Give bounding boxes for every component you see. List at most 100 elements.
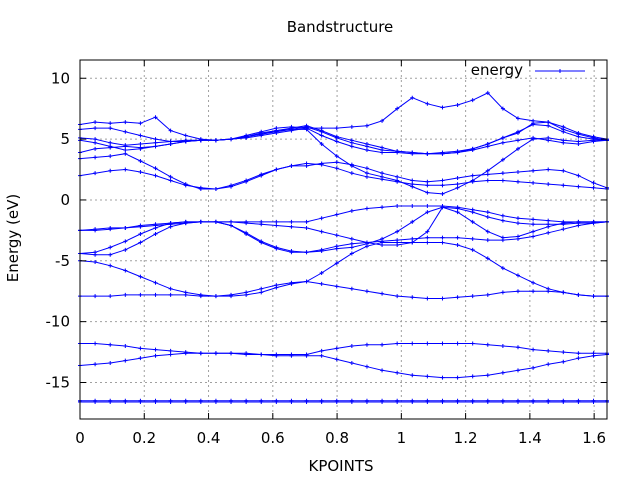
band-point	[153, 137, 158, 142]
band-point	[153, 115, 158, 120]
band-point	[108, 140, 113, 145]
band-point	[108, 154, 113, 159]
band-point	[576, 173, 581, 178]
band-point	[289, 124, 294, 129]
band-point	[349, 124, 354, 129]
band-point	[304, 126, 309, 131]
band-point	[470, 98, 475, 103]
x-tick-label: 1.4	[518, 429, 542, 447]
band-point	[440, 235, 445, 240]
band-point	[440, 191, 445, 196]
band-point	[576, 351, 581, 356]
band-point	[123, 167, 128, 172]
band-point	[334, 154, 339, 159]
band-point	[153, 140, 158, 145]
band-point	[455, 375, 460, 380]
x-tick-label: 0.6	[261, 429, 285, 447]
band-point	[123, 148, 128, 153]
band-point	[425, 374, 430, 379]
band-point	[470, 247, 475, 252]
band-point	[561, 398, 566, 403]
band-point	[364, 206, 369, 211]
band-point	[500, 343, 505, 348]
band-point	[108, 252, 113, 257]
band-line	[79, 206, 608, 246]
band-point	[485, 292, 490, 297]
band-point	[319, 161, 324, 166]
band-point	[410, 204, 415, 209]
band-point	[485, 90, 490, 95]
band-point	[455, 235, 460, 240]
band-point	[304, 219, 309, 224]
band-point	[93, 252, 98, 257]
band-point	[591, 398, 596, 403]
band-point	[395, 238, 400, 243]
band-point	[108, 168, 113, 173]
band-point	[425, 101, 430, 106]
band-point	[515, 368, 520, 373]
band-point	[183, 290, 188, 295]
band-point	[531, 217, 536, 222]
band-10	[78, 204, 609, 233]
band-point	[546, 138, 551, 143]
band-point	[515, 169, 520, 174]
band-point	[274, 167, 279, 172]
band-point	[546, 362, 551, 367]
band-point	[500, 218, 505, 223]
band-point	[440, 398, 445, 403]
band-point	[334, 346, 339, 351]
band-point	[259, 398, 264, 403]
band-point	[213, 351, 218, 356]
band-point	[93, 341, 98, 346]
band-point	[500, 171, 505, 176]
band-point	[259, 352, 264, 357]
band-point	[153, 292, 158, 297]
band-point	[349, 236, 354, 241]
band-point	[274, 398, 279, 403]
band-point	[425, 151, 430, 156]
band-point	[591, 219, 596, 224]
band-point	[470, 398, 475, 403]
band-point	[183, 398, 188, 403]
band-point	[561, 127, 566, 132]
band-point	[304, 279, 309, 284]
band-point	[304, 250, 309, 255]
band-point	[259, 290, 264, 295]
band-point	[334, 126, 339, 131]
band-point	[546, 286, 551, 291]
x-tick-labels: 0 0.2 0.4 0.6 0.8 1 1.2 1.4 1.6	[75, 429, 606, 447]
band-point	[138, 274, 143, 279]
band-point	[334, 284, 339, 289]
band-point	[531, 118, 536, 123]
band-point	[561, 168, 566, 173]
band-point	[531, 289, 536, 294]
band-point	[364, 342, 369, 347]
series-group	[78, 90, 609, 404]
x-axis-label: KPOINTS	[308, 457, 373, 475]
x-tick-label: 0.8	[325, 429, 349, 447]
band-point	[395, 242, 400, 247]
band-point	[319, 353, 324, 358]
band-point	[349, 208, 354, 213]
band-point	[349, 171, 354, 176]
band-point	[123, 143, 128, 148]
band-point	[380, 398, 385, 403]
band-point	[168, 286, 173, 291]
band-point	[546, 167, 551, 172]
band-point	[168, 221, 173, 226]
band-point	[123, 225, 128, 230]
band-point	[349, 286, 354, 291]
band-point	[213, 186, 218, 191]
x-tick-label: 0	[75, 429, 85, 447]
band-point	[229, 398, 234, 403]
band-point	[123, 358, 128, 363]
band-point	[289, 219, 294, 224]
band-point	[531, 398, 536, 403]
band-point	[123, 129, 128, 134]
band-line	[79, 221, 608, 254]
band-point	[380, 291, 385, 296]
band-point	[334, 139, 339, 144]
band-point	[380, 236, 385, 241]
band-point	[183, 219, 188, 224]
